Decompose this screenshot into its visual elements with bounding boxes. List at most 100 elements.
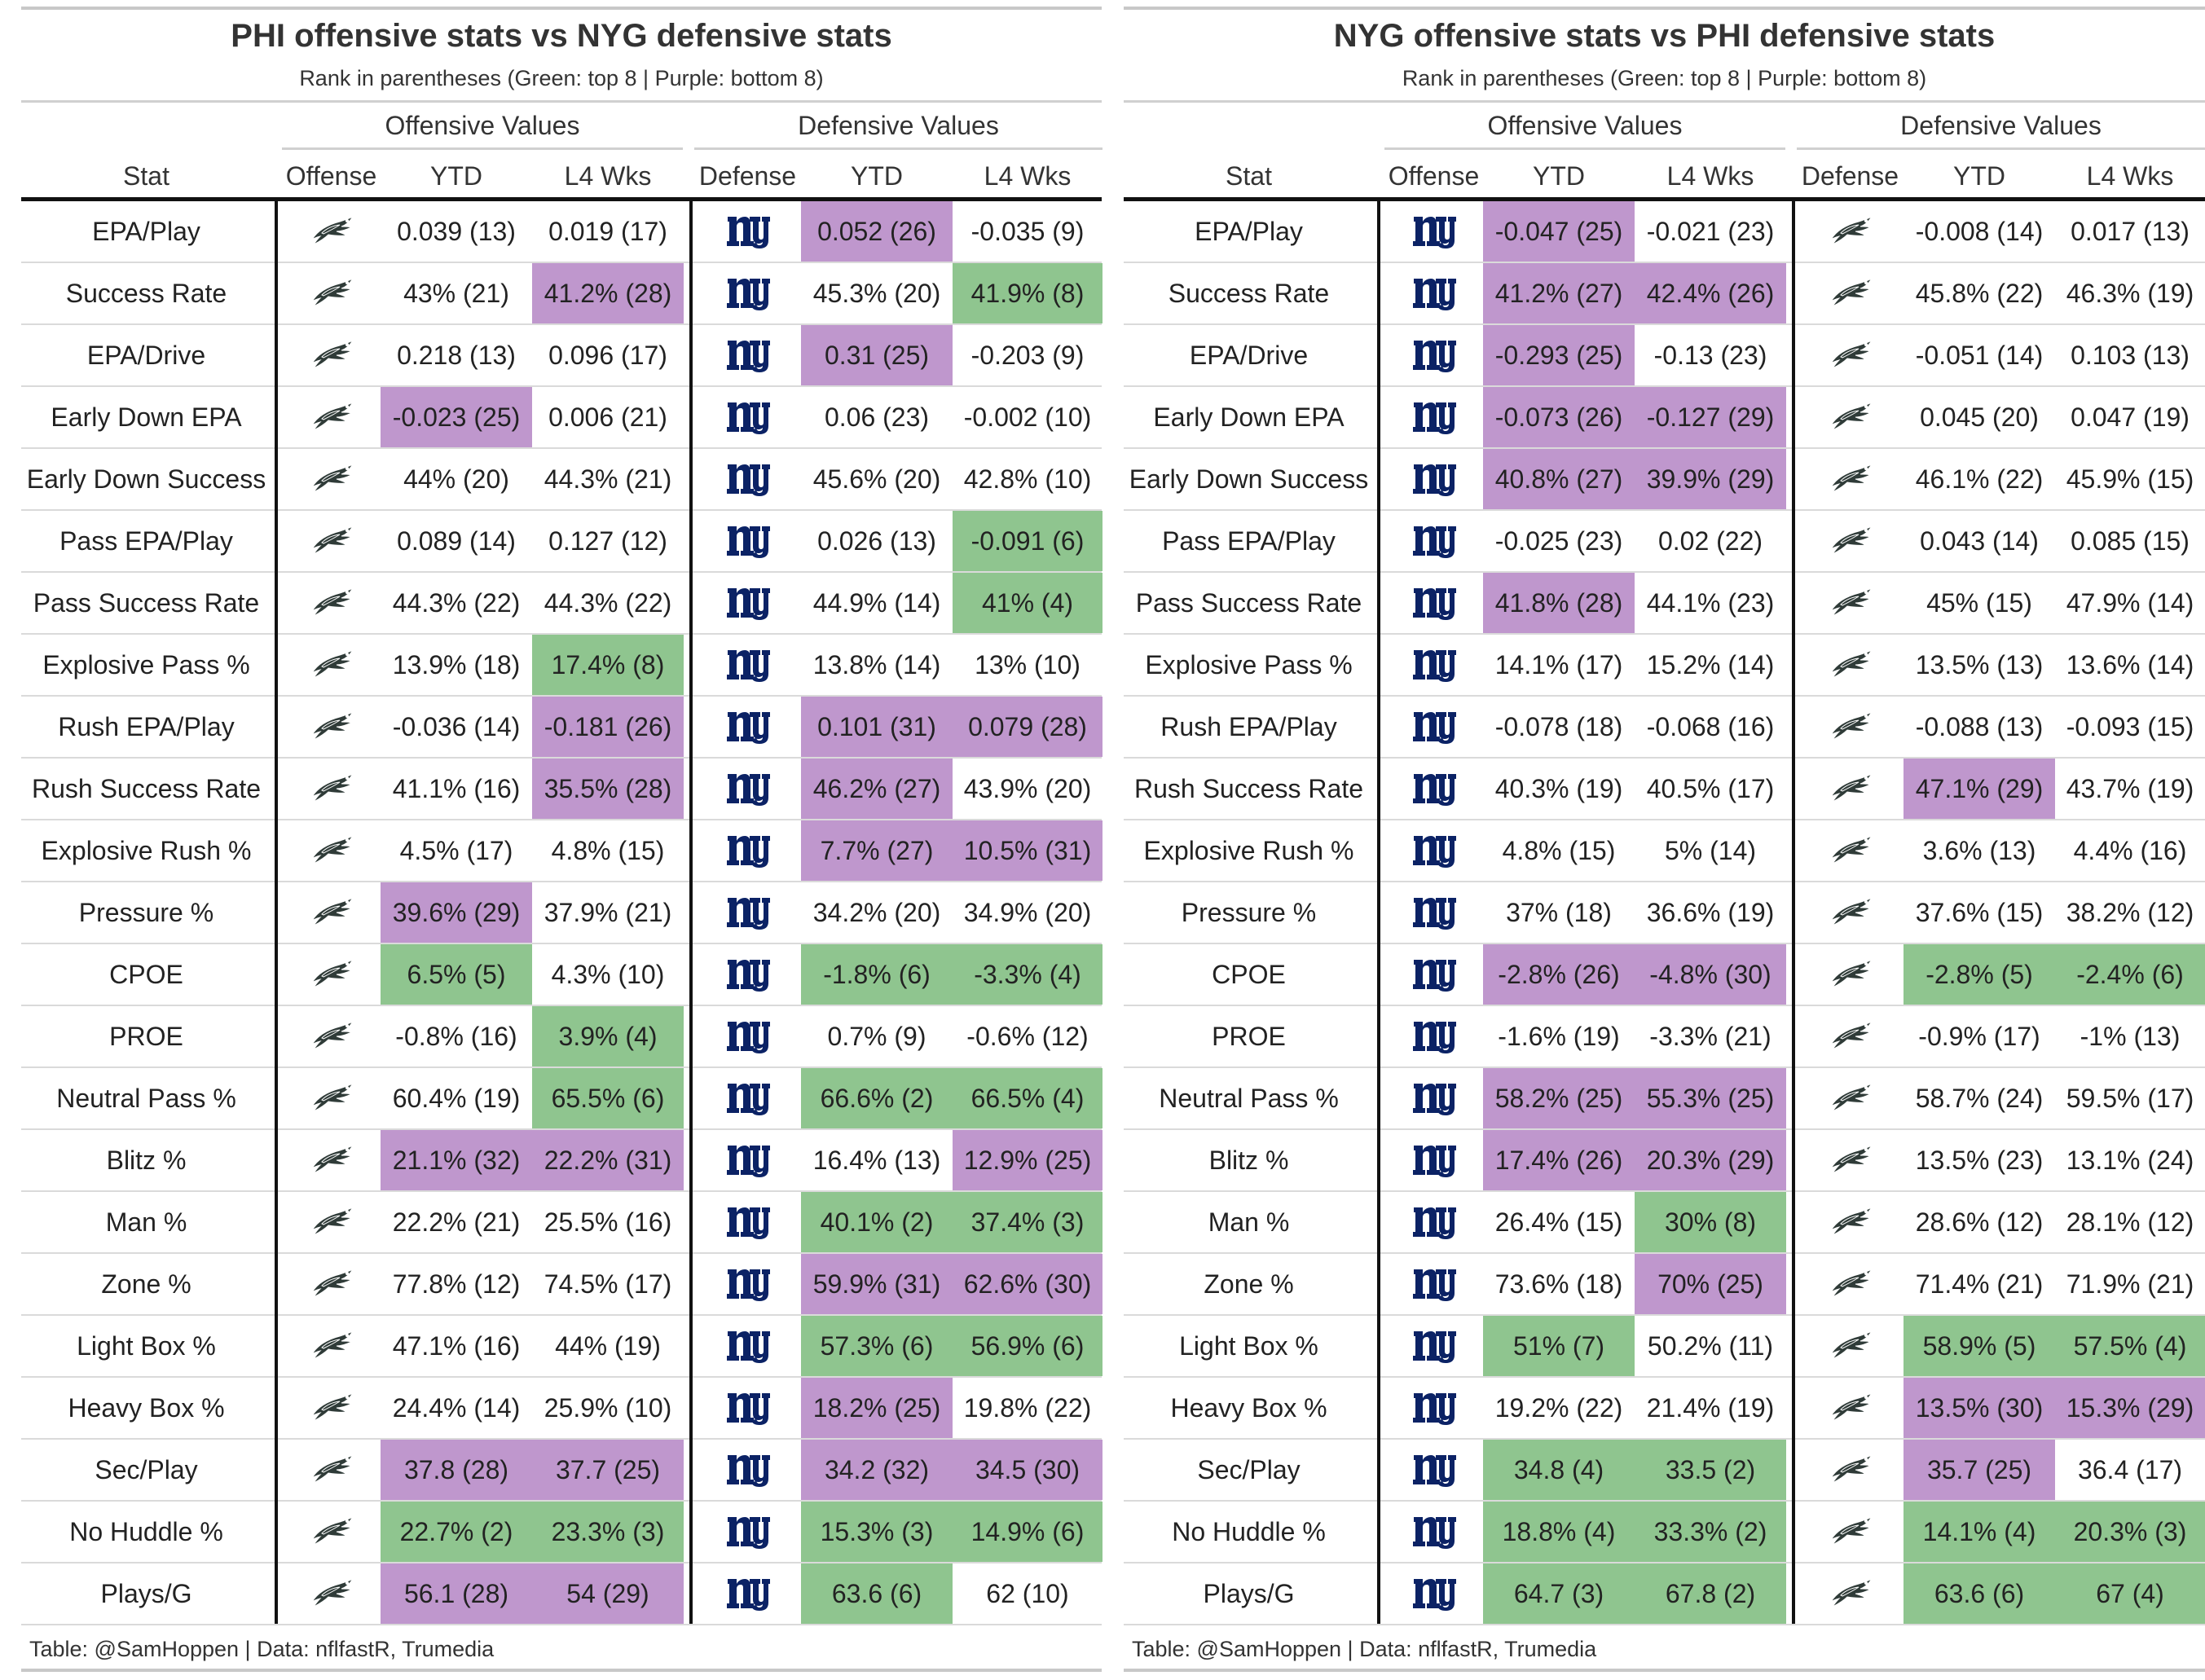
value-cell: 45.8% (22) bbox=[1915, 279, 2044, 308]
row-divider bbox=[21, 881, 1102, 882]
header-rule bbox=[1124, 197, 2205, 201]
value-cell: 16.4% (13) bbox=[812, 1146, 941, 1175]
left-separator bbox=[275, 201, 278, 1624]
row-divider bbox=[1124, 1252, 2205, 1254]
stat-label: Plays/G bbox=[1203, 1579, 1295, 1608]
value-cell: 57.3% (6) bbox=[801, 1316, 953, 1376]
spanner-rule bbox=[694, 147, 1102, 150]
stat-label: Light Box % bbox=[77, 1331, 216, 1361]
value-cell: 24.4% (14) bbox=[392, 1393, 521, 1423]
giants-ny-logo-icon bbox=[694, 1192, 801, 1252]
table-row: Pass Success Rate 41.8% (28) 44.1% (23) 45%… bbox=[1124, 573, 2205, 635]
eagles-logo-icon bbox=[1797, 1502, 1904, 1562]
value-cell: 20.3% (29) bbox=[1635, 1130, 1786, 1190]
eagles-logo-icon bbox=[1797, 1440, 1904, 1500]
value-cell: 19.2% (22) bbox=[1494, 1393, 1623, 1423]
value-cell: 22.7% (2) bbox=[381, 1502, 532, 1562]
column-header: Offense bbox=[285, 161, 377, 191]
value-cell: -0.088 (13) bbox=[1915, 712, 2044, 741]
value-cell: 39.9% (29) bbox=[1635, 449, 1786, 509]
value-cell: 43.7% (19) bbox=[2066, 774, 2194, 803]
value-cell: 4.4% (16) bbox=[2073, 836, 2187, 865]
table-row: Explosive Rush % 4.8% (15) 5% (14) 3.6% (13… bbox=[1124, 820, 2205, 882]
value-cell: -0.181 (26) bbox=[532, 697, 684, 757]
left-separator bbox=[1377, 201, 1380, 1624]
value-cell: -0.203 (9) bbox=[970, 341, 1085, 370]
value-cell: 10.5% (31) bbox=[953, 820, 1102, 881]
value-cell: 0.096 (17) bbox=[548, 341, 667, 370]
value-cell: -0.093 (15) bbox=[2066, 712, 2194, 741]
value-cell: -1.8% (6) bbox=[801, 944, 953, 1005]
value-cell: 70% (25) bbox=[1635, 1254, 1786, 1314]
value-cell: 59.9% (31) bbox=[801, 1254, 953, 1314]
header-rule bbox=[21, 197, 1102, 201]
value-cell: 60.4% (19) bbox=[392, 1084, 521, 1113]
value-cell: 7.7% (27) bbox=[801, 820, 953, 881]
value-cell: 17.4% (26) bbox=[1483, 1130, 1635, 1190]
eagles-logo-icon bbox=[282, 1130, 381, 1190]
value-cell: 23.3% (3) bbox=[532, 1502, 684, 1562]
spanner-label: Defensive Values bbox=[1900, 111, 2102, 140]
eagles-logo-icon bbox=[282, 1068, 381, 1128]
value-cell: 67 (4) bbox=[2055, 1563, 2205, 1624]
value-cell: 15.2% (14) bbox=[1646, 650, 1775, 679]
spanner-rule bbox=[1384, 147, 1785, 150]
table-row: Blitz % 21.1% (32) 22.2% (31) 16.4% (13) 12.… bbox=[21, 1130, 1102, 1192]
value-cell: 13.8% (14) bbox=[812, 650, 941, 679]
eagles-logo-icon bbox=[1797, 820, 1904, 881]
table-row: Rush EPA/Play -0.036 (14) -0.181 (26) 0.101… bbox=[21, 697, 1102, 759]
value-cell: 73.6% (18) bbox=[1494, 1269, 1623, 1299]
value-cell: 54 (29) bbox=[532, 1563, 684, 1624]
value-cell: 41.8% (28) bbox=[1483, 573, 1635, 633]
table-row: Sec/Play 37.8 (28) 37.7 (25) 34.2 (32) 34.5 … bbox=[21, 1440, 1102, 1502]
value-cell: -0.078 (18) bbox=[1494, 712, 1623, 741]
stat-label: No Huddle % bbox=[1172, 1517, 1326, 1546]
value-cell: -3.3% (4) bbox=[953, 944, 1102, 1005]
eagles-logo-icon bbox=[282, 1316, 381, 1376]
table-subtitle: Rank in parentheses (Green: top 8 | Purp… bbox=[299, 66, 824, 90]
value-cell: 66.6% (2) bbox=[801, 1068, 953, 1128]
row-divider bbox=[21, 633, 1102, 635]
top-rule bbox=[1124, 7, 2205, 10]
stat-label: Explosive Pass % bbox=[1145, 650, 1353, 679]
giants-ny-logo-icon bbox=[694, 1502, 801, 1562]
value-cell: 51% (7) bbox=[1483, 1316, 1635, 1376]
row-divider bbox=[1124, 881, 2205, 882]
subtitle-rule bbox=[21, 100, 1102, 103]
stat-label: PROE bbox=[1212, 1022, 1286, 1051]
value-cell: 22.2% (31) bbox=[532, 1130, 684, 1190]
giants-ny-logo-icon bbox=[1384, 697, 1483, 757]
value-cell: -1% (13) bbox=[2080, 1022, 2181, 1051]
table-row: No Huddle % 18.8% (4) 33.3% (2) 14.1% (4) 20… bbox=[1124, 1502, 2205, 1563]
value-cell: 18.2% (25) bbox=[801, 1378, 953, 1438]
row-divider bbox=[1124, 1500, 2205, 1502]
spanner-rule bbox=[282, 147, 683, 150]
value-cell: 0.017 (13) bbox=[2071, 217, 2190, 246]
eagles-logo-icon bbox=[1797, 1563, 1904, 1624]
eagles-logo-icon bbox=[282, 882, 381, 943]
table-row: Pressure % 37% (18) 36.6% (19) 37.6% (15) 38… bbox=[1124, 882, 2205, 944]
row-divider bbox=[1124, 1562, 2205, 1563]
value-cell: 65.5% (6) bbox=[532, 1068, 684, 1128]
row-divider bbox=[1124, 633, 2205, 635]
value-cell: 0.06 (23) bbox=[824, 402, 930, 432]
stat-label: Early Down EPA bbox=[1153, 402, 1345, 432]
giants-ny-logo-icon bbox=[1384, 1378, 1483, 1438]
column-header: YTD bbox=[851, 161, 903, 191]
table-row: PROE -1.6% (19) -3.3% (21) -0.9% (17) -1% (1… bbox=[1124, 1006, 2205, 1068]
giants-ny-logo-icon bbox=[694, 820, 801, 881]
value-cell: -2.4% (6) bbox=[2055, 944, 2205, 1005]
row-divider bbox=[21, 262, 1102, 263]
value-cell: 0.127 (12) bbox=[548, 526, 667, 556]
left-table-panel: PHI offensive stats vs NYG defensive sta… bbox=[21, 0, 1102, 1680]
stat-label: Pass EPA/Play bbox=[59, 526, 233, 556]
giants-ny-logo-icon bbox=[1384, 573, 1483, 633]
value-cell: 46.2% (27) bbox=[801, 759, 953, 819]
value-cell: 37.6% (15) bbox=[1915, 898, 2044, 927]
row-divider bbox=[21, 1190, 1102, 1192]
value-cell: 34.9% (20) bbox=[963, 898, 1092, 927]
value-cell: 40.1% (2) bbox=[801, 1192, 953, 1252]
stat-label: Neutral Pass % bbox=[1159, 1084, 1339, 1113]
row-divider bbox=[1124, 1190, 2205, 1192]
giants-ny-logo-icon bbox=[1384, 449, 1483, 509]
